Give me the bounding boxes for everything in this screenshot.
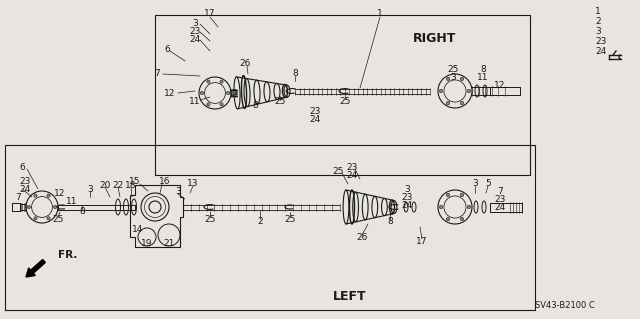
- Text: 23: 23: [19, 176, 31, 186]
- Circle shape: [220, 103, 223, 106]
- Text: 23: 23: [494, 195, 506, 204]
- FancyArrow shape: [26, 259, 45, 277]
- Text: 17: 17: [204, 10, 216, 19]
- Circle shape: [440, 205, 443, 209]
- Text: 11: 11: [477, 72, 489, 81]
- Text: 8: 8: [292, 70, 298, 78]
- Text: 24: 24: [595, 47, 606, 56]
- Text: 15: 15: [129, 177, 141, 187]
- Text: 24: 24: [309, 115, 321, 123]
- Text: 8: 8: [252, 101, 258, 110]
- Text: 19: 19: [141, 240, 153, 249]
- Circle shape: [47, 217, 50, 220]
- Circle shape: [207, 103, 210, 106]
- Text: 5: 5: [485, 180, 491, 189]
- Text: FR.: FR.: [58, 250, 77, 260]
- Text: 24: 24: [189, 35, 200, 44]
- Text: 3: 3: [450, 72, 456, 81]
- Text: 22: 22: [113, 181, 124, 189]
- Text: 3: 3: [175, 188, 181, 197]
- Circle shape: [28, 205, 31, 209]
- Text: 17: 17: [416, 236, 428, 246]
- Text: 11: 11: [67, 197, 77, 206]
- Text: 3: 3: [595, 26, 601, 35]
- Circle shape: [460, 193, 463, 197]
- Circle shape: [207, 80, 210, 83]
- Circle shape: [460, 101, 463, 105]
- Circle shape: [34, 194, 37, 197]
- Text: 1: 1: [377, 10, 383, 19]
- Text: SV43-B2100 C: SV43-B2100 C: [535, 300, 595, 309]
- Circle shape: [227, 92, 230, 95]
- Text: 1: 1: [595, 6, 601, 16]
- Text: 23: 23: [401, 192, 413, 202]
- Text: 7: 7: [497, 187, 503, 196]
- Text: 8: 8: [387, 217, 393, 226]
- Text: 12: 12: [494, 81, 506, 91]
- Text: 11: 11: [189, 97, 201, 106]
- Circle shape: [446, 77, 450, 81]
- Text: 25: 25: [204, 214, 216, 224]
- Text: 24: 24: [401, 201, 413, 210]
- Text: 6: 6: [19, 162, 25, 172]
- Text: 25: 25: [332, 167, 344, 175]
- Text: 20: 20: [99, 181, 111, 189]
- Text: 12: 12: [164, 90, 176, 99]
- Circle shape: [47, 194, 50, 197]
- Circle shape: [220, 80, 223, 83]
- Text: 24: 24: [19, 184, 31, 194]
- Text: 13: 13: [188, 180, 199, 189]
- Text: LEFT: LEFT: [333, 291, 367, 303]
- Text: 18: 18: [125, 181, 137, 189]
- Text: 23: 23: [189, 27, 201, 36]
- Text: 26: 26: [239, 60, 251, 69]
- Text: 3: 3: [472, 180, 478, 189]
- Circle shape: [446, 217, 450, 221]
- Text: 14: 14: [132, 225, 144, 234]
- Text: 23: 23: [346, 162, 358, 172]
- Text: 2: 2: [595, 17, 600, 26]
- Text: 7: 7: [15, 192, 21, 202]
- Text: 3: 3: [192, 19, 198, 28]
- Text: 8: 8: [480, 64, 486, 73]
- Text: 24: 24: [494, 203, 506, 211]
- Circle shape: [467, 205, 470, 209]
- Text: 6: 6: [164, 44, 170, 54]
- Text: 25: 25: [339, 97, 351, 106]
- Text: RIGHT: RIGHT: [413, 33, 457, 46]
- Text: 12: 12: [54, 189, 66, 198]
- Circle shape: [440, 89, 443, 93]
- Text: 16: 16: [159, 177, 171, 187]
- Text: 21: 21: [163, 240, 175, 249]
- Text: 23: 23: [595, 36, 606, 46]
- Text: 25: 25: [52, 214, 64, 224]
- Circle shape: [200, 92, 204, 95]
- Circle shape: [460, 217, 463, 221]
- Text: 25: 25: [447, 64, 459, 73]
- Circle shape: [54, 205, 57, 209]
- Circle shape: [446, 101, 450, 105]
- Text: 25: 25: [284, 214, 296, 224]
- Circle shape: [34, 217, 37, 220]
- Text: 25: 25: [275, 98, 285, 107]
- Text: 7: 7: [154, 70, 160, 78]
- Text: 24: 24: [346, 170, 358, 180]
- Circle shape: [467, 89, 470, 93]
- Text: 26: 26: [356, 233, 368, 241]
- Text: 2: 2: [257, 217, 263, 226]
- Text: 8: 8: [79, 206, 85, 216]
- Text: 3: 3: [404, 184, 410, 194]
- Circle shape: [446, 193, 450, 197]
- Circle shape: [460, 77, 463, 81]
- Text: 3: 3: [87, 184, 93, 194]
- Text: 23: 23: [309, 108, 321, 116]
